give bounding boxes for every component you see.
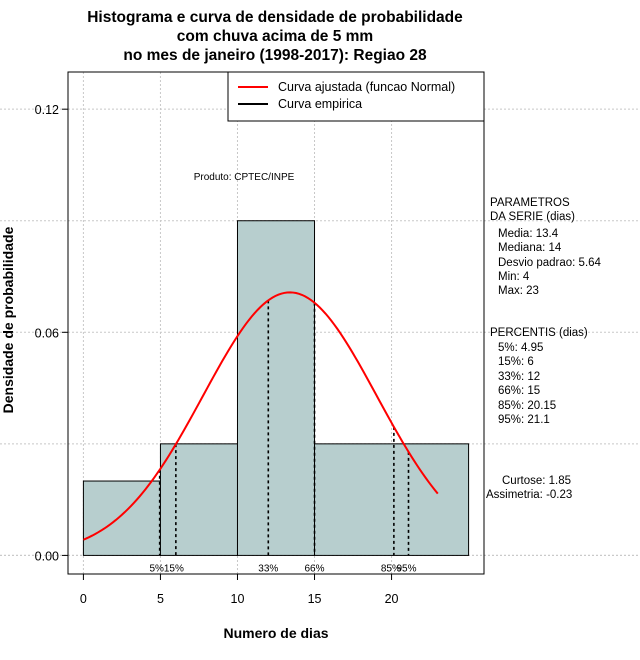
histogram-bar [82, 480, 161, 556]
parametro-item: Desvio padrao: 5.64 [498, 257, 602, 269]
assimetria-text: Assimetria: -0.23 [486, 489, 572, 501]
parametros-title-2: DA SERIE (dias) [490, 211, 575, 223]
legend: Curva ajustada (funcao Normal) Curva emp… [227, 71, 485, 122]
parametros-panel: PARAMETROS DA SERIE (dias) Media: 13.4 M… [490, 197, 602, 297]
normal-curve [83, 291, 439, 541]
x-tick-label: 5 [157, 592, 164, 606]
percentil-item: 5%: 4.95 [498, 342, 543, 354]
percentil-item: 85%: 20.15 [498, 400, 556, 412]
title-line-3: no mes de janeiro (1998-2017): Regiao 28 [123, 47, 427, 64]
y-axis-title: Densidade de probabilidade [0, 226, 16, 413]
parametro-item: Mediana: 14 [498, 242, 562, 254]
percentil-item: 15%: 6 [498, 356, 534, 368]
title-line-1: Histograma e curva de densidade de proba… [87, 9, 463, 26]
y-tick-label: 0.06 [35, 326, 59, 340]
percentile-label: 66% [305, 563, 325, 574]
percentil-item: 66%: 15 [498, 385, 540, 397]
y-tick-label: 0.12 [35, 103, 59, 117]
percentile-lines: 5% 15% 33% 66% 85%95% [149, 300, 417, 574]
percentil-item: 95%: 21.1 [498, 414, 550, 426]
percentis-panel: PERCENTIS (dias) 5%: 4.95 15%: 6 33%: 12… [490, 327, 588, 426]
parametro-item: Media: 13.4 [498, 228, 559, 240]
percentis-title: PERCENTIS (dias) [490, 327, 588, 339]
histogram-bar [236, 220, 316, 556]
histogram-bar [314, 443, 470, 556]
percentile-label: 85% [381, 563, 401, 574]
legend-label-normal: Curva ajustada (funcao Normal) [278, 80, 455, 94]
product-label: Produto: CPTEC/INPE [194, 172, 295, 183]
legend-label-empirical: Curva empirica [278, 97, 362, 111]
percentile-label: 15% [164, 563, 184, 574]
percentile-label: 33% [258, 563, 278, 574]
histogram-bars [82, 220, 470, 556]
x-tick-label: 15 [308, 592, 322, 606]
percentile-label: 5% [149, 563, 164, 574]
parametro-item: Max: 23 [498, 285, 539, 297]
x-axis-title: Numero de dias [223, 625, 328, 641]
y-axis: 0.00 0.06 0.12 [35, 103, 69, 563]
x-axis: 0 5 10 15 20 [80, 573, 399, 606]
parametro-item: Min: 4 [498, 271, 530, 283]
legend-box [227, 71, 485, 122]
x-tick-label: 10 [231, 592, 245, 606]
percentile-label: 95% [396, 563, 416, 574]
stats-panel: Curtose: 1.85 Assimetria: -0.23 [486, 475, 572, 501]
title-line-2: com chuva acima de 5 mm [177, 28, 373, 45]
chart-title: Histograma e curva de densidade de proba… [87, 9, 463, 64]
x-tick-label: 0 [80, 592, 87, 606]
histogram-bar [159, 443, 238, 556]
y-tick-label: 0.00 [35, 549, 59, 563]
parametros-title-1: PARAMETROS [490, 197, 570, 209]
x-tick-label: 20 [385, 592, 399, 606]
percentil-item: 33%: 12 [498, 371, 540, 383]
curtose-text: Curtose: 1.85 [502, 475, 571, 487]
